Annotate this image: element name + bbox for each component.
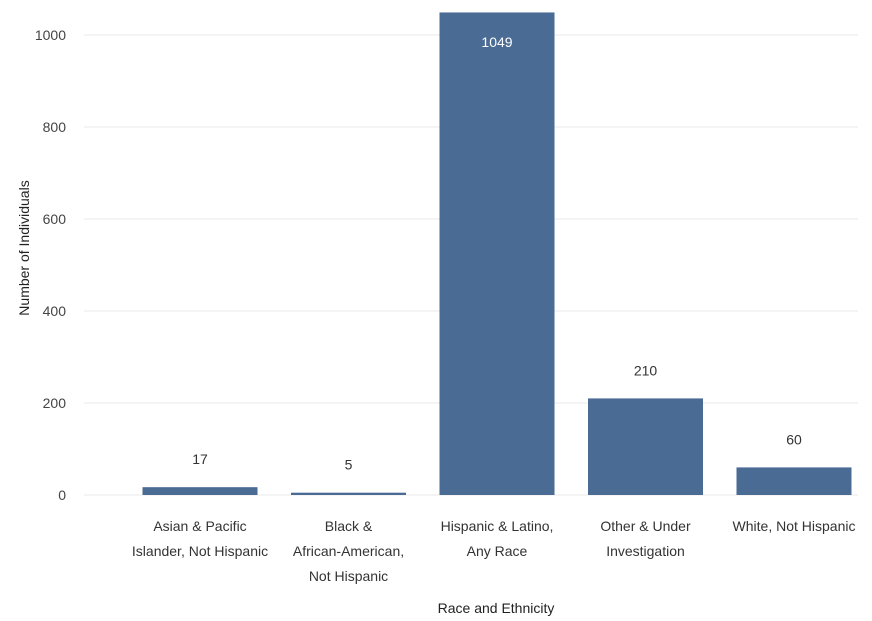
bar <box>736 467 852 495</box>
y-tick-label: 200 <box>43 395 67 411</box>
bars <box>142 12 852 496</box>
data-label: 210 <box>634 362 658 378</box>
y-axis-ticks: 0 200 400 600 800 1000 <box>35 27 66 503</box>
y-tick-label: 1000 <box>35 27 66 43</box>
x-category-label: Other & Under <box>600 518 691 534</box>
x-category-label: Any Race <box>467 543 528 559</box>
data-labels: 17 5 1049 210 60 <box>192 34 802 473</box>
x-category-label: Islander, Not Hispanic <box>132 543 268 559</box>
y-tick-label: 800 <box>43 119 67 135</box>
data-label: 1049 <box>481 34 512 50</box>
data-label: 60 <box>786 431 802 447</box>
data-label: 17 <box>192 451 208 467</box>
bar <box>439 12 555 496</box>
bar <box>588 398 703 495</box>
y-tick-label: 600 <box>43 211 67 227</box>
data-label: 5 <box>345 457 353 473</box>
x-category-label: White, Not Hispanic <box>733 518 856 534</box>
x-axis-title: Race and Ethnicity <box>438 600 555 616</box>
x-category-label: Asian & Pacific <box>153 518 246 534</box>
y-axis-title: Number of Individuals <box>16 180 32 315</box>
bar <box>142 487 258 495</box>
y-tick-label: 400 <box>43 303 67 319</box>
x-category-label: Hispanic & Latino, <box>441 518 554 534</box>
x-category-label: African-American, <box>293 543 404 559</box>
x-category-label: Not Hispanic <box>309 568 388 584</box>
x-axis-categories: Asian & Pacific Islander, Not Hispanic Bla… <box>132 518 856 584</box>
x-category-label: Investigation <box>606 543 685 559</box>
x-category-label: Black & <box>325 518 373 534</box>
bar <box>291 492 406 495</box>
y-tick-label: 0 <box>58 487 66 503</box>
